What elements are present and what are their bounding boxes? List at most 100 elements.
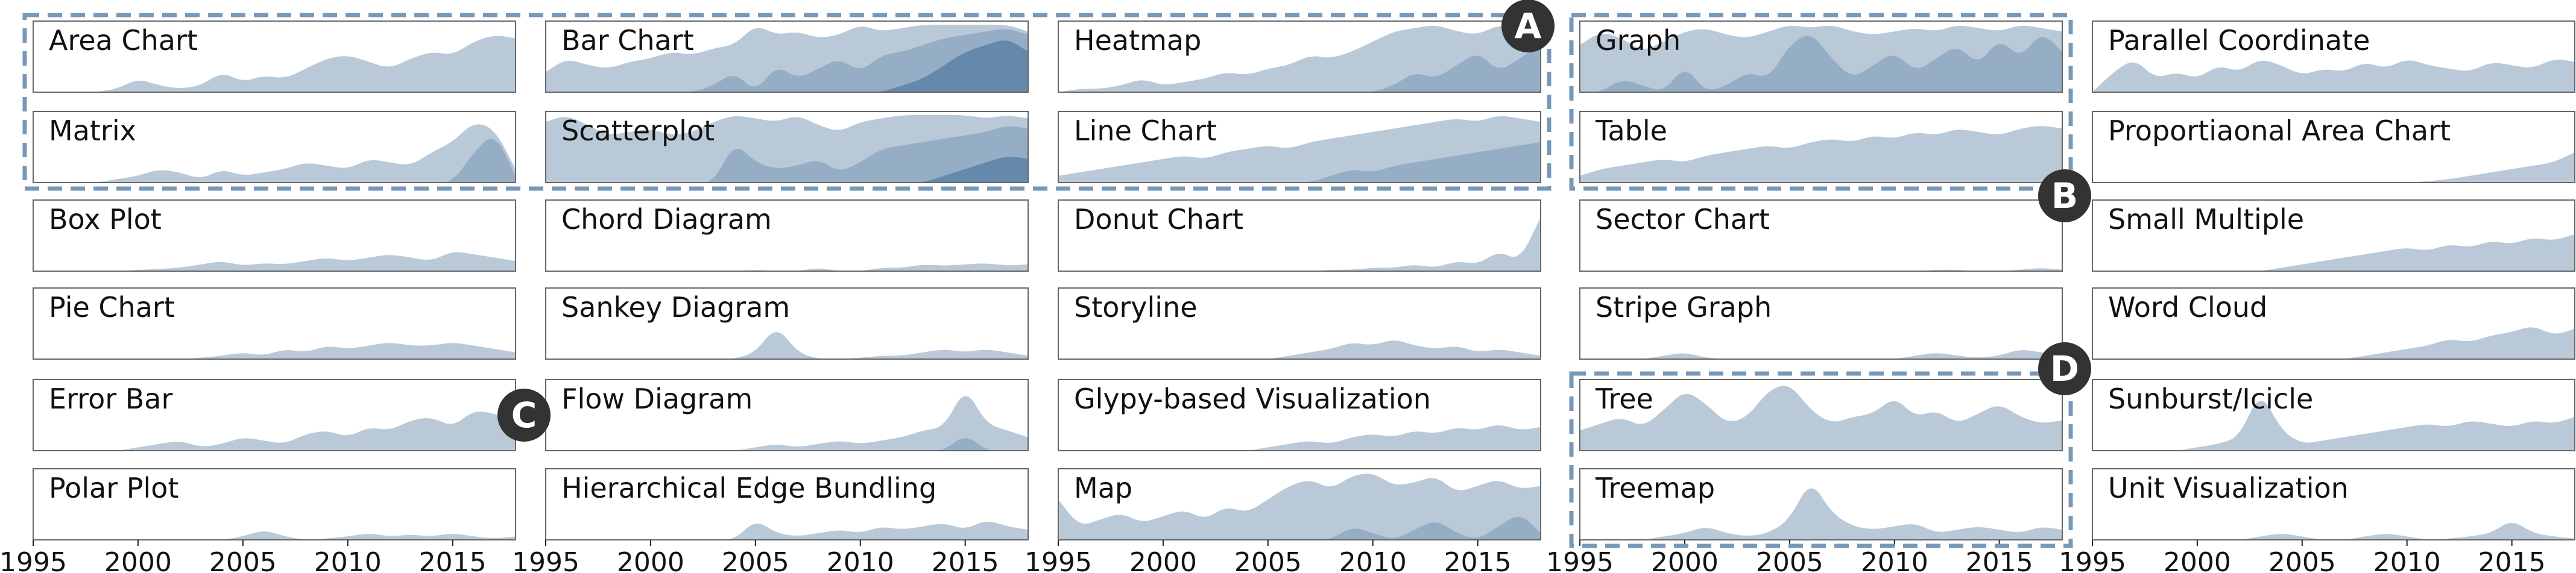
x-axis-2: 1995 2000 2005 2010 2015 <box>512 540 999 573</box>
panel-label: Pie Chart <box>49 291 175 324</box>
panel-label: Sunburst/Icicle <box>2108 383 2313 415</box>
area-series-1 <box>33 124 516 183</box>
panel-label: Unit Visualization <box>2108 472 2349 504</box>
area-series-1 <box>33 252 516 271</box>
area-series-1 <box>546 521 1028 540</box>
area-series-1 <box>2092 327 2575 359</box>
panel-map: Map <box>1058 468 1541 540</box>
panel-label: Small Multiple <box>2108 203 2304 236</box>
area-series-1 <box>1058 425 1541 451</box>
panel-label: Tree <box>1595 383 1653 415</box>
panel-frame <box>33 468 516 540</box>
panel-label: Heatmap <box>1074 24 1201 57</box>
panel-frame <box>545 287 1029 360</box>
panel-frame <box>545 111 1029 183</box>
panel-frame <box>545 20 1029 93</box>
x-tick-label: 2000 <box>2164 547 2231 573</box>
x-tick-label: 2005 <box>2268 547 2336 573</box>
panel-label: Area Chart <box>49 24 198 57</box>
panel-label: Chord Diagram <box>561 203 772 236</box>
badge-circle <box>1501 0 1555 52</box>
x-tick-label: 2010 <box>1861 547 1928 573</box>
area-series-1 <box>33 412 516 451</box>
highlight-box <box>1569 371 2073 548</box>
x-tick-label: 2000 <box>104 547 172 573</box>
x-tick-label: 1995 <box>2059 547 2126 573</box>
area-series-1 <box>546 263 1028 271</box>
panel-treemap: Treemap <box>1579 468 2063 540</box>
panel-label: Error Bar <box>49 383 172 415</box>
panel-small-multiple: Small Multiple <box>2092 199 2575 272</box>
panel-frame <box>545 199 1029 272</box>
area-series-1 <box>33 36 516 92</box>
panel-label: Hierarchical Edge Bundling <box>561 472 936 504</box>
panel-scatterplot: Scatterplot <box>545 111 1029 183</box>
area-series-3 <box>546 157 1028 183</box>
x-tick-label: 2010 <box>2373 547 2441 573</box>
panel-area-chart: Area Chart <box>33 20 516 93</box>
x-tick-label: 2005 <box>1234 547 1302 573</box>
panel-background <box>1580 288 2062 359</box>
x-tick-label: 2005 <box>209 547 277 573</box>
area-series-1 <box>33 531 516 540</box>
panel-label: Storyline <box>1074 291 1198 324</box>
area-series-2 <box>1058 45 1541 92</box>
panel-proportiaonal-area-chart: Proportiaonal Area Chart <box>2092 111 2575 183</box>
panel-label: Proportiaonal Area Chart <box>2108 114 2451 147</box>
panel-hierarchical-edge-bundling: Hierarchical Edge Bundling <box>545 468 1029 540</box>
panel-donut-chart: Donut Chart <box>1058 199 1541 272</box>
panel-background <box>1058 200 1541 271</box>
panel-label: Map <box>1074 472 1132 504</box>
panel-frame <box>2092 468 2575 540</box>
panel-frame <box>33 199 516 272</box>
panel-frame <box>1058 379 1541 451</box>
x-tick-label: 2015 <box>2478 547 2546 573</box>
panel-frame <box>1579 199 2063 272</box>
badge-label: D <box>2050 348 2079 389</box>
panel-label: Matrix <box>49 114 136 147</box>
x-tick-label: 2010 <box>827 547 894 573</box>
panel-background <box>1058 288 1541 359</box>
badge-circle <box>497 389 551 442</box>
panel-bar-chart: Bar Chart <box>545 20 1029 93</box>
panel-table: Table <box>1579 111 2063 183</box>
panel-frame <box>2092 199 2575 272</box>
x-tick-label: 2015 <box>932 547 999 573</box>
area-series-1 <box>1580 488 2062 540</box>
panel-unit-visualization: Unit Visualization <box>2092 468 2575 540</box>
area-series-2 <box>1058 142 1541 183</box>
axes-layer: 1995 2000 2005 2010 2015 1995 2000 2005 2010 2015… <box>0 540 2546 573</box>
panel-sunburst-icicle: Sunburst/Icicle <box>2092 379 2575 451</box>
x-tick-label: 2005 <box>1756 547 1823 573</box>
badge-label: B <box>2051 175 2078 216</box>
panel-frame <box>2092 379 2575 451</box>
panel-frame <box>1058 20 1541 93</box>
panel-sankey-diagram: Sankey Diagram <box>545 287 1029 360</box>
x-tick-label: 2000 <box>1129 547 1197 573</box>
area-series-1 <box>1580 386 2062 451</box>
panel-sector-chart: Sector Chart <box>1579 199 2063 272</box>
panel-label: Sector Chart <box>1596 203 1770 236</box>
panel-label: Table <box>1595 114 1667 147</box>
panel-label: Bar Chart <box>561 24 694 57</box>
panel-label: Glypy-based Visualization <box>1074 383 1431 415</box>
panel-background <box>1580 200 2062 271</box>
highlight-group-b: B <box>1569 13 2091 222</box>
x-tick-label: 1995 <box>512 547 579 573</box>
x-tick-label: 2000 <box>1651 547 1719 573</box>
x-tick-label: 2000 <box>617 547 684 573</box>
panel-label: Word Cloud <box>2108 291 2267 324</box>
panel-parallel-coordinate: Parallel Coordinate <box>2092 20 2575 93</box>
area-series-1 <box>1058 340 1541 359</box>
panel-background <box>2092 111 2575 183</box>
x-tick-label: 2010 <box>1339 547 1407 573</box>
x-tick-label: 2015 <box>1444 547 1512 573</box>
area-series-1 <box>2092 152 2575 183</box>
panel-background <box>2092 469 2575 540</box>
panel-label: Box Plot <box>49 203 162 236</box>
area-series-2 <box>1580 36 2062 92</box>
area-series-2 <box>1058 516 1541 540</box>
x-axis-1: 1995 2000 2005 2010 2015 <box>0 540 487 573</box>
area-series-2 <box>33 139 516 183</box>
